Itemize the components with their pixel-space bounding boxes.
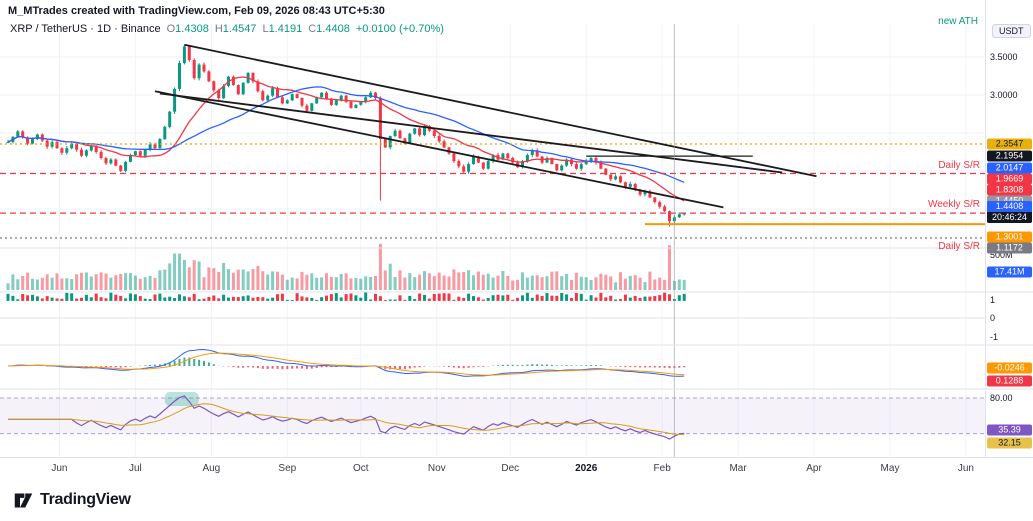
price-badge: 1.8308 xyxy=(987,184,1032,196)
tradingview-wordmark[interactable]: TradingView xyxy=(40,491,131,508)
ohlc-letter: O xyxy=(166,23,176,35)
ohlc-values: O1.4308 H1.4547 L1.4191 C1.4408 xyxy=(161,23,350,35)
time-axis-label: Mar xyxy=(729,463,747,474)
symbol-title: XRP / TetherUS · 1D · Binance xyxy=(10,23,161,35)
weekly-sr-label: Weekly S/R xyxy=(927,199,980,210)
change-value: +0.0100 (+0.70%) xyxy=(355,23,444,35)
price-badge: 1.9669 xyxy=(987,173,1032,185)
attribution-text: M_MTrades created with TradingView.com, … xyxy=(8,5,385,17)
time-axis-label: Jun xyxy=(957,463,974,474)
axis-tick: -1 xyxy=(990,332,999,342)
countdown-timer: 20:46:24 xyxy=(987,212,1032,223)
daily-sr-2-label: Daily S/R xyxy=(938,241,980,252)
new-ath-label: new ATH xyxy=(938,16,978,27)
chart-canvas[interactable] xyxy=(0,0,1033,457)
price-badge: 2.3547 xyxy=(987,138,1032,150)
ohlc-value: 1.4408 xyxy=(316,23,350,35)
price-badge: 2.1954 xyxy=(987,150,1032,162)
price-badge: 1.3001 xyxy=(987,231,1032,243)
price-axis[interactable]: USDT 3.5000 3.0000 500M 1 0 -1 80.00 2.3547 2.19… xyxy=(985,0,1033,457)
daily-sr-label: Daily S/R xyxy=(938,160,980,171)
time-axis-label: Sep xyxy=(278,463,297,474)
axis-tick: 0 xyxy=(990,313,996,323)
time-axis-label: Oct xyxy=(353,463,369,474)
price-badge: -0.0246 xyxy=(987,362,1032,374)
footer: TradingView xyxy=(0,481,1033,521)
time-axis-label: May xyxy=(880,463,900,474)
time-axis-label: Apr xyxy=(806,463,822,474)
tradingview-logo-icon[interactable] xyxy=(13,490,34,516)
price-badge: 1.1172 xyxy=(987,242,1032,254)
price-badge: 0.1288 xyxy=(987,375,1032,387)
ohlc-letter: C xyxy=(308,23,317,35)
price-badge: 2.0147 xyxy=(987,162,1032,174)
ohlc-value: 1.4191 xyxy=(268,23,303,35)
time-axis-label: 2026 xyxy=(575,463,598,474)
ohlc-letter: H xyxy=(214,23,223,35)
axis-tick: 3.0000 xyxy=(990,90,1018,100)
axis-tick: 500M xyxy=(990,250,1013,260)
time-axis[interactable]: Jun Jul Aug Sep Oct Nov Dec 2026 Feb Mar Apr May Jun xyxy=(0,457,1033,482)
current-price-badge: 1.4408 20:46:24 xyxy=(987,201,1032,223)
ohlc-value: 1.4308 xyxy=(175,23,209,35)
axis-tick: 1 xyxy=(990,295,996,305)
price-badge: 17.41M xyxy=(987,266,1032,278)
time-axis-label: Jun xyxy=(51,463,68,474)
currency-badge: USDT xyxy=(992,24,1031,38)
time-axis-label: Feb xyxy=(653,463,671,474)
symbol-legend: XRP / TetherUS · 1D · Binance O1.4308 H1.4… xyxy=(10,23,444,35)
time-axis-label: Dec xyxy=(501,463,520,474)
ohlc-value: 1.4547 xyxy=(222,23,257,35)
time-axis-label: Nov xyxy=(427,463,446,474)
axis-tick: 3.5000 xyxy=(990,52,1018,62)
price-badge: 32.15 xyxy=(987,437,1032,449)
ohlc-letter: L xyxy=(262,23,269,35)
time-axis-label: Aug xyxy=(202,463,221,474)
time-axis-label: Jul xyxy=(128,463,142,474)
axis-tick: 80.00 xyxy=(990,393,1013,403)
price-badge: 35.39 xyxy=(987,424,1032,436)
